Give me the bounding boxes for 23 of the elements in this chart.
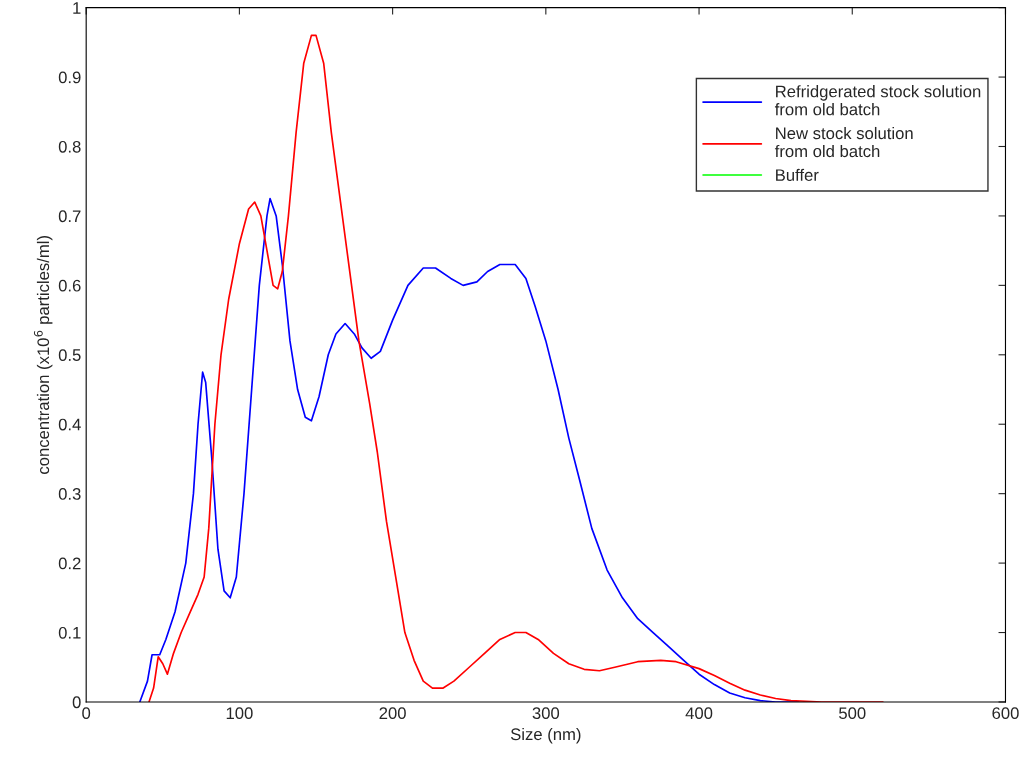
y-tick-label: 0.1 <box>58 626 81 639</box>
y-tick-label: 0.9 <box>58 71 81 84</box>
y-tick-label: 0.7 <box>58 210 81 223</box>
x-tick-label: 500 <box>839 707 866 720</box>
y-tick-label: 1 <box>73 2 81 14</box>
x-tick-label: 100 <box>226 707 253 720</box>
y-tick-label: 0.3 <box>58 488 81 500</box>
x-tick-label: 400 <box>685 707 713 720</box>
y-axis-title: concentration (x10$^{6}$ particles/ml) <box>33 236 53 474</box>
x-axis-title: Size (nm) <box>510 727 581 744</box>
y-tick-label: 0 <box>72 696 81 709</box>
x-tick-label: 300 <box>532 707 560 720</box>
legend-label: New stock solution from old batch <box>774 126 913 158</box>
y-tick-label: 0.4 <box>58 418 81 431</box>
x-tick-label: 600 <box>992 707 1019 720</box>
legend-label: Buffer <box>776 168 819 182</box>
y-tick-label: 0.8 <box>58 140 81 153</box>
y-tick-label: 0.2 <box>58 557 81 570</box>
y-tick-label: 0.5 <box>58 349 81 361</box>
x-tick-label: 0 <box>82 707 91 720</box>
x-tick-label: 200 <box>379 707 406 720</box>
y-tick-label: 0.6 <box>58 279 81 292</box>
legend-label: Refridgerated stock solution from old batch <box>774 85 981 116</box>
